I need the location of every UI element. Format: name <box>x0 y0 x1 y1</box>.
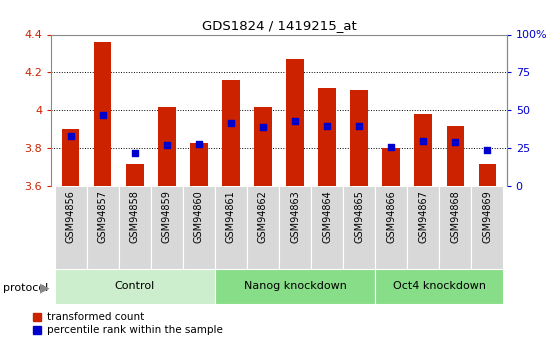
Text: GSM94868: GSM94868 <box>450 190 460 243</box>
Text: Oct4 knockdown: Oct4 knockdown <box>393 282 486 291</box>
Point <box>419 138 428 144</box>
Bar <box>119 186 151 269</box>
Text: GSM94865: GSM94865 <box>354 190 364 243</box>
Bar <box>190 142 208 186</box>
Text: GSM94861: GSM94861 <box>226 190 236 243</box>
Point <box>451 139 460 145</box>
Point <box>227 120 235 125</box>
Bar <box>86 186 119 269</box>
Text: GSM94862: GSM94862 <box>258 190 268 243</box>
Bar <box>446 126 464 186</box>
Bar <box>350 89 368 186</box>
Text: protocol: protocol <box>3 283 48 293</box>
Bar <box>151 186 183 269</box>
Bar <box>343 186 375 269</box>
Text: GSM94857: GSM94857 <box>98 190 108 244</box>
Bar <box>375 269 503 304</box>
Point <box>194 141 203 147</box>
Point <box>323 123 331 128</box>
Bar <box>375 186 407 269</box>
Point <box>291 118 300 124</box>
Point <box>483 147 492 152</box>
Point <box>162 142 171 148</box>
Text: GSM94858: GSM94858 <box>129 190 140 243</box>
Text: GSM94866: GSM94866 <box>386 190 396 243</box>
Bar <box>311 186 343 269</box>
Text: GSM94863: GSM94863 <box>290 190 300 243</box>
Bar <box>472 186 503 269</box>
Bar <box>479 164 496 186</box>
Bar <box>247 186 279 269</box>
Point <box>98 112 107 118</box>
Bar <box>62 129 79 186</box>
Legend: transformed count, percentile rank within the sample: transformed count, percentile rank withi… <box>33 312 223 335</box>
Bar <box>439 186 472 269</box>
Text: Control: Control <box>114 282 155 291</box>
Text: ▶: ▶ <box>40 282 50 295</box>
Text: GSM94860: GSM94860 <box>194 190 204 243</box>
Bar <box>254 107 272 186</box>
Text: GSM94859: GSM94859 <box>162 190 172 243</box>
Bar <box>318 88 336 186</box>
Point <box>355 123 364 128</box>
Text: GSM94864: GSM94864 <box>322 190 332 243</box>
Bar <box>126 164 143 186</box>
Bar <box>215 269 375 304</box>
Text: GSM94869: GSM94869 <box>483 190 492 243</box>
Title: GDS1824 / 1419215_at: GDS1824 / 1419215_at <box>201 19 357 32</box>
Bar <box>382 148 400 186</box>
Bar <box>286 59 304 186</box>
Bar <box>55 269 215 304</box>
Point <box>387 144 396 150</box>
Point <box>258 124 267 130</box>
Text: GSM94856: GSM94856 <box>66 190 75 243</box>
Bar <box>415 114 432 186</box>
Bar <box>55 186 86 269</box>
Bar <box>183 186 215 269</box>
Point <box>130 150 139 156</box>
Bar <box>94 42 112 186</box>
Bar <box>222 80 240 186</box>
Text: GSM94867: GSM94867 <box>418 190 429 243</box>
Text: Nanog knockdown: Nanog knockdown <box>244 282 347 291</box>
Bar <box>158 107 176 186</box>
Bar <box>215 186 247 269</box>
Point <box>66 134 75 139</box>
Bar <box>407 186 439 269</box>
Bar <box>279 186 311 269</box>
